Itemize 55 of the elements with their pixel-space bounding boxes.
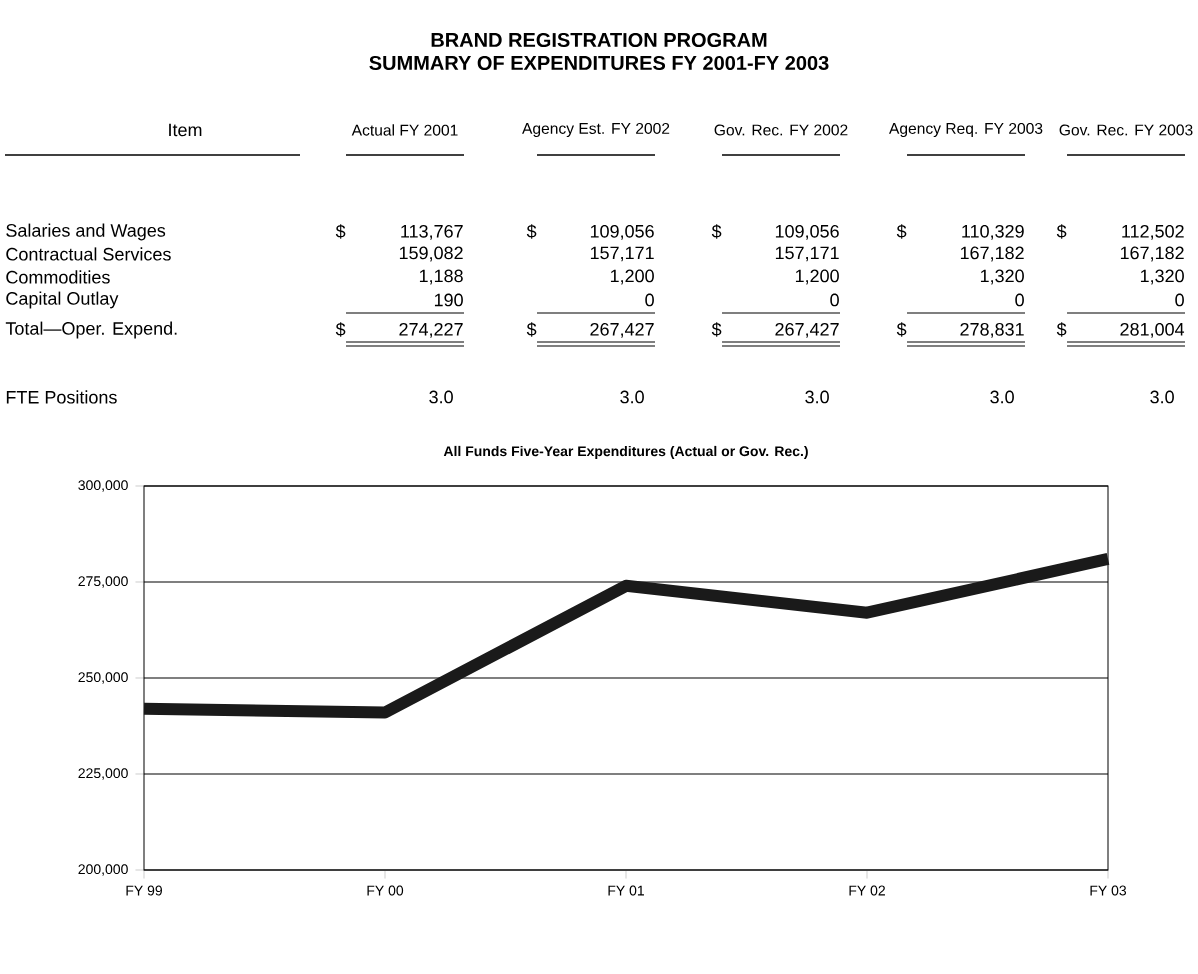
text: 1,200 — [795, 269, 839, 285]
text: 1,320 — [1140, 269, 1184, 285]
y-tick-label: 300,000 — [78, 480, 128, 492]
x-tick-label: FY 00 — [367, 885, 404, 896]
text: 1,200 — [610, 269, 654, 285]
text: 190 — [434, 293, 463, 307]
text: $ 109,056 — [711, 224, 839, 240]
text: 3.0 — [805, 390, 829, 404]
y-tick-label: 275,000 — [78, 576, 128, 588]
text: Item — [169, 123, 202, 137]
x-tick-label: FY 99 — [126, 885, 162, 896]
text: 0 — [1015, 293, 1024, 307]
text: 3.0 — [990, 390, 1014, 404]
text: 1,188 — [419, 269, 463, 285]
text: 0 — [645, 293, 654, 307]
text: 3.0 — [1150, 390, 1174, 404]
text: 0 — [830, 293, 839, 307]
category-label: Total—Oper. Expend. — [5, 321, 177, 339]
category-label: Commodities — [6, 270, 110, 284]
text: 157,171 — [590, 246, 654, 262]
y-tick-label: 200,000 — [78, 864, 128, 876]
text: 3.0 — [620, 390, 644, 404]
text: BRAND REGISTRATION PROGRAM — [431, 32, 767, 48]
text: 167,182 — [1120, 246, 1184, 262]
category-label: Agency Est. FY 2002 — [522, 122, 670, 138]
category-label: Contractual Services — [6, 247, 171, 261]
text: $ 109,056 — [526, 224, 654, 240]
category-label: FTE Positions — [6, 390, 117, 404]
text: $ 274,227 — [335, 322, 463, 338]
text: $ 267,427 — [526, 322, 654, 338]
text: $ 113,767 — [335, 224, 463, 240]
text: $ 278,831 — [896, 322, 1024, 338]
chart-title: All Funds Five-Year Expenditures (Actual or Gov. Rec.) — [443, 445, 808, 459]
text: $ 281,004 — [1056, 322, 1185, 338]
text: $ 267,427 — [711, 322, 839, 338]
text: 159,082 — [399, 246, 463, 262]
category-label: Actual FY 2001 — [351, 124, 458, 136]
text: 3.0 — [429, 390, 453, 404]
text: 0 — [1175, 293, 1184, 307]
x-tick-label: FY 01 — [608, 885, 644, 896]
category-label: Salaries and Wages — [6, 223, 166, 241]
text: SUMMARY OF EXPENDITURES FY 2001-FY 2003 — [369, 55, 829, 71]
text: 1,320 — [980, 269, 1024, 285]
y-tick-label: 225,000 — [78, 768, 128, 780]
category-label: Capital Outlay — [6, 291, 119, 309]
category-label: Agency Req. FY 2003 — [889, 122, 1043, 138]
text: 157,171 — [775, 246, 839, 262]
x-tick-label: FY 03 — [1090, 885, 1127, 896]
text: $ 112,502 — [1056, 224, 1184, 240]
x-tick-label: FY 02 — [849, 885, 885, 896]
text: 167,182 — [960, 246, 1024, 262]
category-label: Gov. Rec. FY 2003 — [1059, 124, 1193, 136]
category-label: Gov. Rec. FY 2002 — [714, 124, 848, 136]
y-tick-label: 250,000 — [78, 672, 128, 684]
text: $ 110,329 — [896, 224, 1024, 240]
